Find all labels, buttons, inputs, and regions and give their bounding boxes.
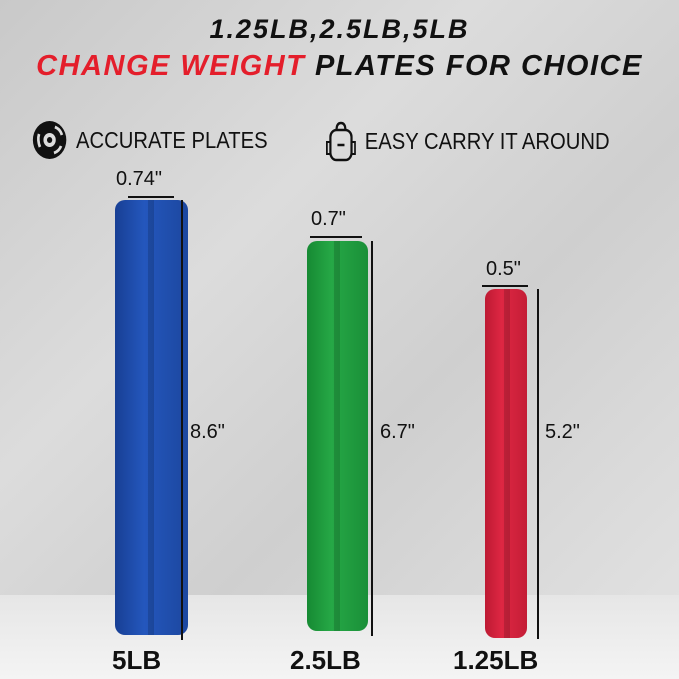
plate-2.5lb-diameter: 6.7" xyxy=(380,421,415,443)
plate-5lb-label: 5LB xyxy=(112,645,162,675)
plate-5lb xyxy=(115,200,188,635)
title-rest: PLATES FOR CHOICE xyxy=(314,50,643,82)
feature-label: EASY CARRY IT AROUND xyxy=(364,127,610,154)
diameter-arrow xyxy=(371,241,373,636)
plate-5lb-diameter: 8.6" xyxy=(190,421,225,443)
plate-5lb-thickness: 0.74" xyxy=(116,168,163,190)
title-tagline: CHANGE WEIGHT PLATES FOR CHOICE xyxy=(0,50,679,83)
title-highlight: CHANGE WEIGHT xyxy=(36,50,306,82)
plate-1.25lb-label: 1.25LB xyxy=(453,645,539,675)
plate-2.5lb-thickness: 0.7" xyxy=(311,208,346,230)
diameter-arrow xyxy=(181,200,183,640)
plate-1.25lb-diameter: 5.2" xyxy=(545,421,580,443)
plate-2.5lb xyxy=(307,241,368,631)
title-weights: 1.25LB,2.5LB,5LB xyxy=(209,14,470,44)
plate-2.5lb-label: 2.5LB xyxy=(290,645,361,675)
thickness-arrow xyxy=(128,196,174,198)
plate-1.25lb-thickness: 0.5" xyxy=(486,258,521,280)
feature-easy-carry: EASY CARRY IT AROUND xyxy=(326,120,610,162)
plate-1.25lb xyxy=(485,289,527,638)
thickness-arrow xyxy=(310,236,362,238)
diameter-arrow xyxy=(537,289,539,639)
feature-label: ACCURATE PLATES xyxy=(76,126,268,153)
feature-accurate-plates: ACCURATE PLATES xyxy=(32,120,268,160)
weight-plate-icon xyxy=(32,121,67,159)
thickness-arrow xyxy=(482,285,528,287)
backpack-icon xyxy=(326,121,356,162)
